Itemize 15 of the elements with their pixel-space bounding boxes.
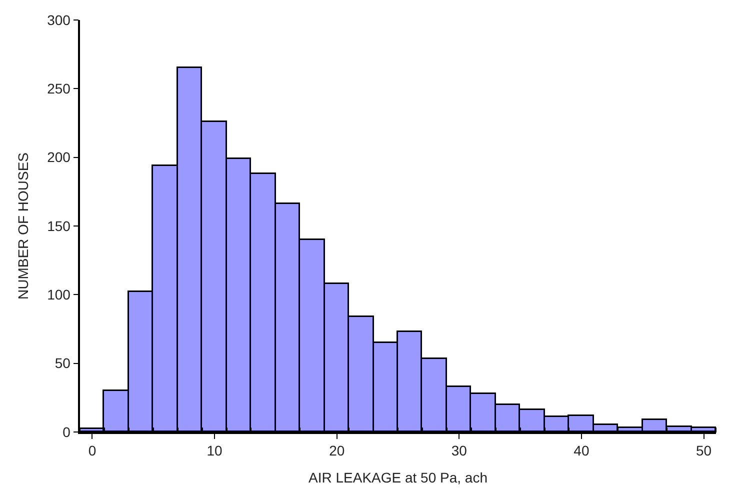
y-tick-label: 300 — [47, 12, 71, 28]
y-tick-label: 150 — [47, 218, 71, 234]
x-tick-label: 40 — [574, 442, 590, 459]
y-tick-label: 100 — [47, 286, 71, 303]
x-tick-label: 10 — [206, 442, 223, 459]
y-tick-label: 0 — [62, 424, 71, 440]
y-axis-title: NUMBER OF HOUSES — [15, 152, 32, 300]
x-tick-label: 50 — [696, 442, 712, 459]
x-tick-label: 30 — [451, 442, 468, 459]
x-tick-label: 20 — [329, 442, 345, 459]
x-axis-title: AIR LEAKAGE at 50 Pa, ach — [308, 469, 488, 486]
y-tick-label: 200 — [47, 149, 71, 166]
y-tick-label: 50 — [54, 355, 71, 372]
x-tick-label: 0 — [88, 442, 96, 459]
y-tick-label: 250 — [47, 80, 71, 97]
